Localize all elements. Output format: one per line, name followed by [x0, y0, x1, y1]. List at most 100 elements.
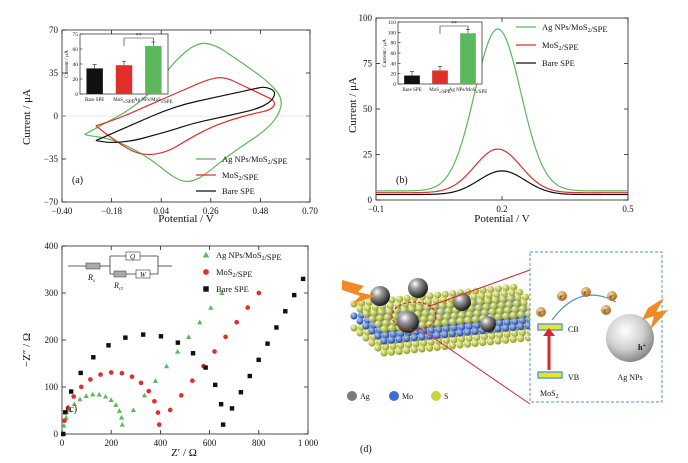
- resistor-rs: [85, 262, 101, 270]
- s-atom: [456, 317, 464, 325]
- s-atom: [350, 324, 358, 332]
- mo-atom: [374, 332, 382, 340]
- s-atom: [464, 316, 472, 324]
- s-atom: [356, 305, 364, 313]
- legend-atom-swatch: [431, 391, 441, 401]
- inset-bar: [404, 75, 420, 84]
- mo-atom: [509, 323, 517, 331]
- inset-tick-label: 80: [391, 41, 397, 47]
- s-atom: [500, 290, 508, 298]
- panel-label-c: (c): [66, 404, 77, 415]
- mo-atom: [503, 318, 511, 326]
- electron-label: e−: [539, 309, 545, 317]
- s-atom: [392, 307, 400, 315]
- inset-bar: [432, 70, 448, 84]
- ylabel-c: −Z″ / Ω: [21, 333, 33, 367]
- electron: [601, 305, 611, 315]
- s-atom: [388, 296, 396, 304]
- s-atom: [385, 308, 393, 316]
- marker-triangle: [116, 408, 122, 413]
- hole-label: h+: [638, 343, 646, 352]
- inset-category: Ag NPs/MoS2/SPE: [134, 98, 173, 105]
- mo-atom: [502, 324, 510, 332]
- mo-atom: [433, 331, 441, 339]
- s-atom: [494, 313, 502, 321]
- marker-square: [218, 401, 224, 407]
- inset-tick-label: 75: [73, 32, 79, 38]
- inset-tick-label: 20: [73, 77, 79, 83]
- s-atom: [465, 334, 473, 342]
- electron: [557, 291, 567, 301]
- marker-circle: [62, 418, 67, 424]
- s-atom: [502, 336, 510, 344]
- s-atom: [496, 331, 504, 339]
- inset-tick-label: 60: [391, 51, 397, 57]
- s-atom: [438, 302, 446, 310]
- legend-label: Bare SPE: [222, 186, 255, 196]
- s-atom: [410, 346, 418, 354]
- s-atom: [408, 305, 416, 313]
- legend-atom-label: S: [444, 392, 448, 401]
- s-atom: [365, 298, 373, 306]
- series-line: [95, 77, 276, 156]
- s-atom: [514, 294, 522, 302]
- x-tick-label: 200: [104, 438, 118, 448]
- inset-tick-label: 60: [73, 47, 79, 53]
- marker-square: [256, 357, 261, 363]
- mo-atom: [494, 325, 502, 333]
- s-atom: [480, 333, 488, 341]
- x-tick-label: 0.48: [253, 206, 269, 216]
- legend-label: MoS2/SPE: [216, 267, 253, 279]
- marker-circle: [88, 377, 93, 382]
- s-atom: [364, 304, 372, 312]
- s-atom: [517, 311, 525, 319]
- ag-np-label: Ag NPs: [617, 373, 642, 382]
- inset-bar: [115, 65, 133, 94]
- inset-ylabel: Current / μA: [64, 50, 70, 78]
- s-atom: [517, 335, 525, 343]
- s-atom: [374, 344, 382, 352]
- marker-square: [283, 309, 288, 314]
- inset-category: MoS2/SPE: [429, 88, 451, 95]
- electron-label: e−: [610, 293, 616, 301]
- marker-triangle: [219, 290, 225, 296]
- s-atom: [391, 313, 399, 321]
- s-atom: [496, 307, 504, 315]
- marker-circle: [203, 269, 209, 275]
- s-atom: [503, 306, 511, 314]
- mo-atom: [473, 322, 481, 330]
- s-atom: [471, 339, 479, 347]
- mo-atom: [350, 312, 358, 320]
- s-atom: [403, 294, 411, 302]
- marker-triangle: [130, 407, 136, 413]
- s-atom: [473, 334, 481, 342]
- s-atom: [488, 332, 496, 340]
- marker-square: [238, 390, 244, 395]
- chart-panel-c: 0 200 400 600 800 1 000 0 100 200 300 400 Ag NPs/Mo…: [21, 241, 319, 459]
- y-tick-label: −70: [44, 197, 59, 207]
- s-atom: [442, 337, 450, 345]
- s-atom: [444, 307, 452, 315]
- s-atom: [471, 315, 479, 323]
- marker-square: [68, 389, 74, 394]
- s-atom: [395, 347, 403, 355]
- s-atom: [433, 319, 441, 327]
- legend-label: Ag NPs/MoS2/SPE: [216, 250, 282, 262]
- s-atom: [426, 344, 434, 352]
- mo-atom: [418, 333, 426, 341]
- legend-atom-swatch: [347, 391, 357, 401]
- s-atom: [418, 321, 426, 329]
- s-atom: [487, 286, 495, 294]
- s-atom: [485, 291, 493, 299]
- s-atom: [427, 314, 435, 322]
- y-tick-label: 100: [359, 13, 373, 23]
- marker-circle: [138, 380, 144, 386]
- marker-triangle: [118, 414, 125, 420]
- x-tick-label: 0.04: [153, 206, 169, 216]
- ag-np-large: [606, 314, 654, 362]
- s-atom: [358, 299, 366, 307]
- panel-label-a: (a): [72, 175, 83, 186]
- x-tick-label: 0: [60, 438, 65, 448]
- lightning-icon: [642, 298, 668, 330]
- s-atom: [435, 314, 443, 322]
